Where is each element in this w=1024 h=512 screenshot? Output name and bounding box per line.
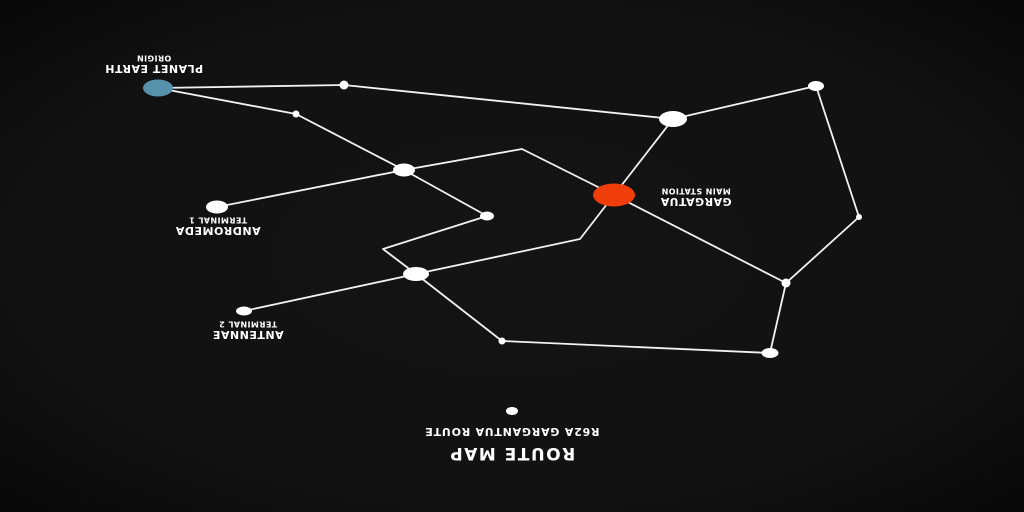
stop-role-andromeda: TERMINAL 1 [189, 216, 247, 225]
stop-name-andromeda: ANDROMEDA [175, 224, 260, 237]
route-stops [143, 79, 862, 415]
waypoint-marker[interactable] [498, 337, 506, 345]
waypoint-marker[interactable] [480, 211, 494, 221]
stop-role-gargatua: MAIN STATION [661, 187, 731, 196]
waypoint-marker[interactable] [808, 81, 824, 91]
route-line-gargatua-to-south-east [613, 194, 787, 354]
waypoint-marker[interactable] [781, 278, 791, 288]
route-line-central-to-bend [382, 169, 488, 275]
stop-marker-planet-earth[interactable] [143, 79, 173, 97]
route-line-antennae-branch [243, 194, 615, 312]
route-lines [157, 84, 860, 354]
stop-name-planet-earth: PLANET EARTH [105, 62, 203, 75]
waypoint-marker[interactable] [856, 214, 862, 220]
junction-marker[interactable] [393, 163, 415, 177]
map-title-block: R62A GARGANTUA ROUTE ROUTE MAP [424, 425, 599, 463]
stop-role-planet-earth: ORIGIN [137, 54, 172, 63]
stop-name-antennae: ANTENNAE [212, 328, 283, 341]
route-line-junction-top-to-gargatua [613, 118, 674, 196]
stop-role-antennae: TERMINAL 2 [219, 320, 277, 329]
waypoint-marker[interactable] [761, 348, 779, 358]
waypoint-marker[interactable] [339, 80, 349, 90]
stop-marker-andromeda[interactable] [206, 200, 228, 214]
waypoint-marker[interactable] [292, 110, 300, 118]
junction-marker[interactable] [659, 111, 687, 127]
stop-marker-antennae[interactable] [236, 306, 252, 316]
map-title: ROUTE MAP [449, 443, 576, 463]
junction-marker[interactable] [403, 267, 429, 281]
stop-name-gargatua: GARGATUA [660, 195, 731, 208]
route-line-earth-to-junction-central [157, 87, 405, 171]
route-line-south-loop [415, 273, 771, 354]
route-line-andromeda-branch [216, 148, 615, 208]
stop-labels: ORIGIN PLANET EARTH TERMINAL 1 ANDROMEDA… [105, 54, 732, 342]
stop-marker-gargatua[interactable] [593, 183, 635, 207]
map-subtitle: R62A GARGANTUA ROUTE [424, 425, 599, 438]
route-line-junction-top-to-east-loop [672, 85, 860, 284]
title-dot [506, 407, 518, 415]
